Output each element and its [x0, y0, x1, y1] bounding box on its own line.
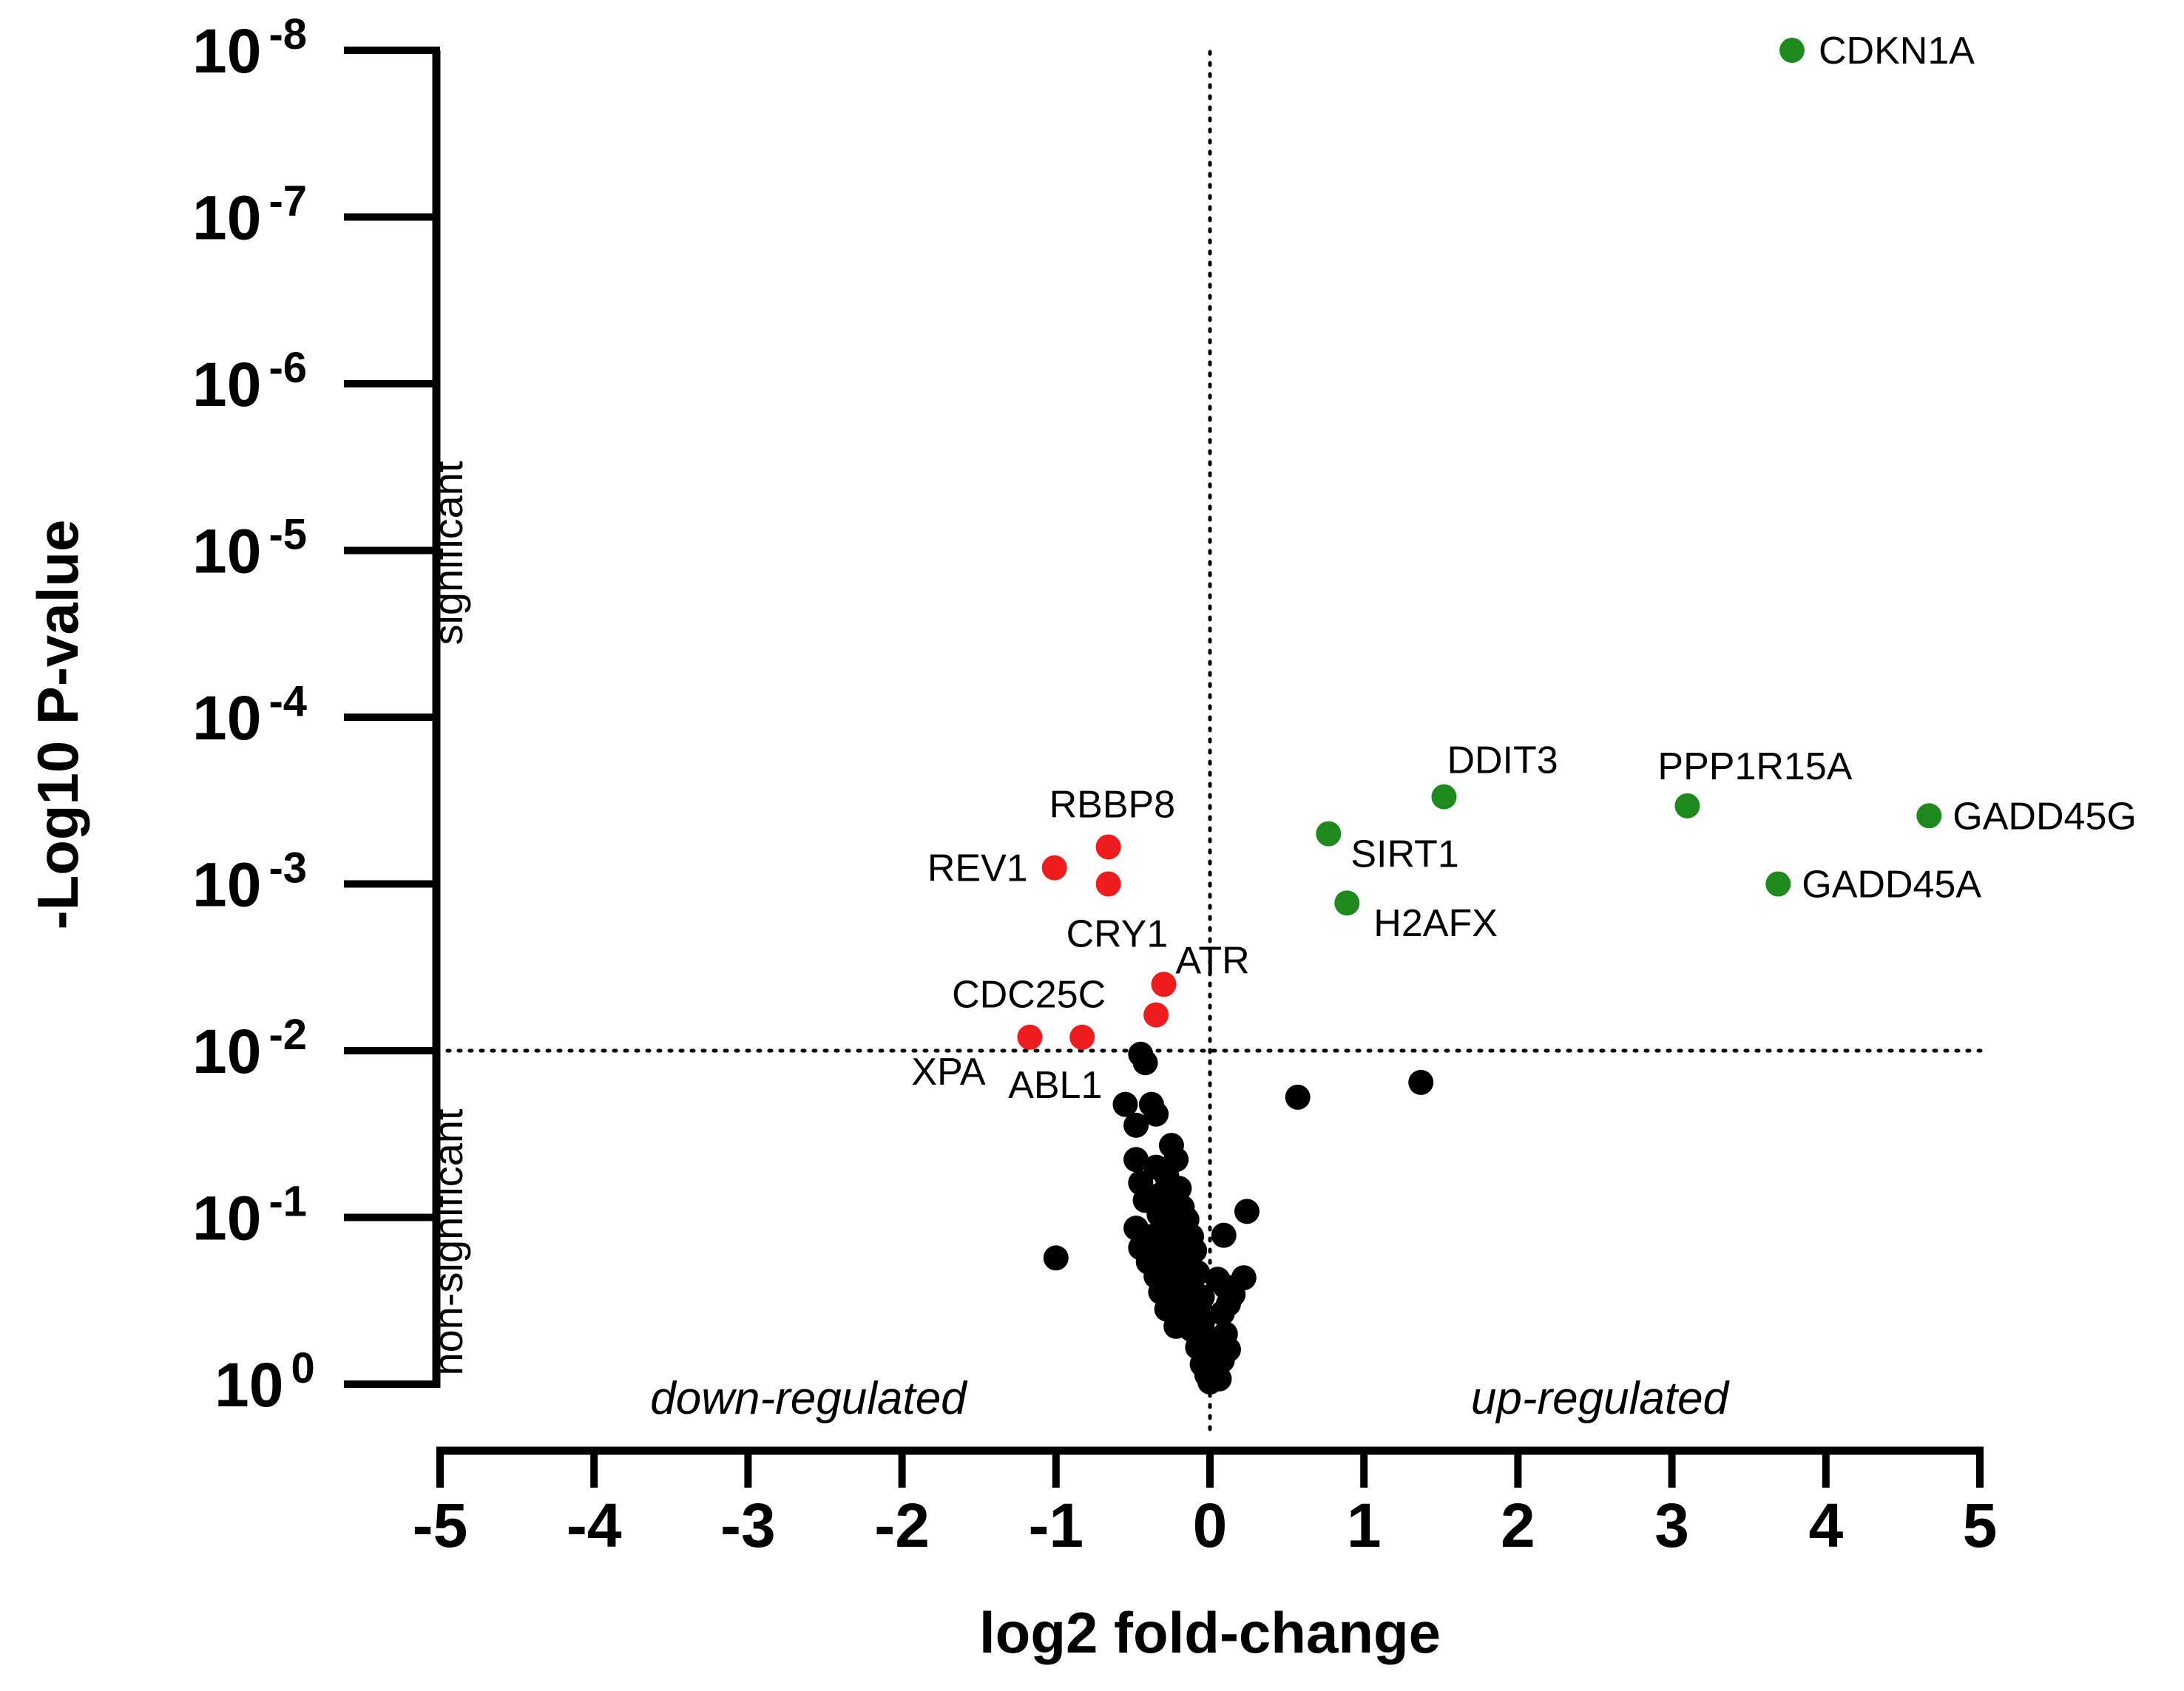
y-tick-label: 10 -5: [192, 511, 307, 586]
up-point-gadd45a: [1765, 871, 1791, 897]
gene-label-sirt1: SIRT1: [1350, 833, 1458, 876]
down-point-rbbp8: [1095, 834, 1121, 860]
x-tick-label: -1: [1028, 1491, 1083, 1560]
gene-label-atr: ATR: [1176, 939, 1250, 982]
threshold-guides: [423, 50, 1984, 1440]
ns-point: [1408, 1069, 1434, 1095]
x-tick-label: 3: [1654, 1491, 1689, 1560]
gene-label-cdkn1a: CDKN1A: [1819, 30, 1975, 72]
gene-label-ddit3: DDIT3: [1447, 739, 1558, 782]
down-point-rev1: [1041, 855, 1067, 881]
y-tick-label: 10 -2: [192, 1011, 307, 1086]
x-tick-label: 1: [1347, 1491, 1382, 1560]
ns-point: [1112, 1091, 1138, 1117]
down-point-cdc25c: [1143, 1002, 1169, 1028]
x-tick-label: -4: [567, 1491, 622, 1560]
up-point-gadd45g: [1916, 803, 1942, 829]
text-labels: CDKN1A DDIT3 PPP1R15A GADD45G SIRT1 GADD45A H2…: [911, 30, 2136, 1107]
gene-label-h2afx: H2AFX: [1373, 902, 1498, 945]
region-label-significant: significant: [425, 461, 471, 645]
x-tick-label: 0: [1193, 1491, 1228, 1560]
down-point-xpa: [1017, 1024, 1043, 1050]
gene-label-xpa: XPA: [911, 1051, 986, 1094]
ns-point: [1211, 1222, 1237, 1248]
x-tick-label: -3: [720, 1491, 776, 1560]
gene-label-cdc25c: CDC25C: [952, 974, 1106, 1017]
down-point-abl1: [1069, 1024, 1095, 1050]
up-regulated-label: up-regulated: [1471, 1373, 1731, 1424]
gene-label-rbbp8: RBBP8: [1049, 783, 1176, 826]
down-point-cry1: [1095, 871, 1121, 897]
y-tick-label: 10 -7: [192, 177, 307, 253]
up-point-h2afx: [1334, 890, 1360, 916]
ns-point: [1123, 1147, 1149, 1173]
x-tick-label: 5: [1963, 1491, 1998, 1560]
down-point-atr: [1151, 972, 1177, 997]
gene-label-rev1: REV1: [927, 847, 1028, 890]
ns-point: [1285, 1084, 1311, 1110]
up-point-ppp1r15a: [1674, 793, 1700, 819]
y-tick-label: 10 -8: [192, 10, 307, 86]
ns-point: [1123, 1112, 1149, 1138]
y-tick-label: 10 -1: [192, 1178, 307, 1253]
ns-point: [1197, 1369, 1223, 1395]
ns-point: [1209, 1300, 1235, 1326]
x-tick-label: 2: [1501, 1491, 1535, 1560]
y-tick-label: 10 -6: [192, 344, 307, 419]
data-points: [1017, 38, 1942, 1395]
down-regulated-label: down-regulated: [650, 1373, 968, 1424]
ns-point: [1143, 1101, 1169, 1127]
gene-label-gadd45a: GADD45A: [1802, 864, 1981, 907]
y-tick-label: 10 -3: [192, 844, 307, 920]
x-tick-label: -5: [413, 1491, 468, 1560]
region-label-non-significant: non-significant: [425, 1108, 471, 1376]
ns-point: [1132, 1050, 1158, 1076]
up-point-cdkn1a: [1779, 38, 1805, 63]
y-tick-label: 10 -4: [192, 677, 307, 753]
x-axis-title: log2 fold-change: [979, 1600, 1441, 1665]
y-axis-title: -Log10 P-value: [25, 520, 90, 930]
gene-label-cry1: CRY1: [1066, 913, 1169, 956]
up-point-sirt1: [1316, 821, 1342, 847]
x-tick-label: -2: [874, 1491, 930, 1560]
gene-label-gadd45g: GADD45G: [1953, 795, 2137, 838]
y-tick-label: 10 0: [214, 1344, 315, 1420]
gene-label-abl1: ABL1: [1008, 1064, 1102, 1107]
up-point-ddit3: [1431, 784, 1457, 810]
ns-point: [1043, 1245, 1069, 1271]
x-tick-label: 4: [1808, 1491, 1843, 1560]
ns-point: [1234, 1199, 1260, 1224]
gene-label-ppp1r15a: PPP1R15A: [1657, 745, 1852, 788]
